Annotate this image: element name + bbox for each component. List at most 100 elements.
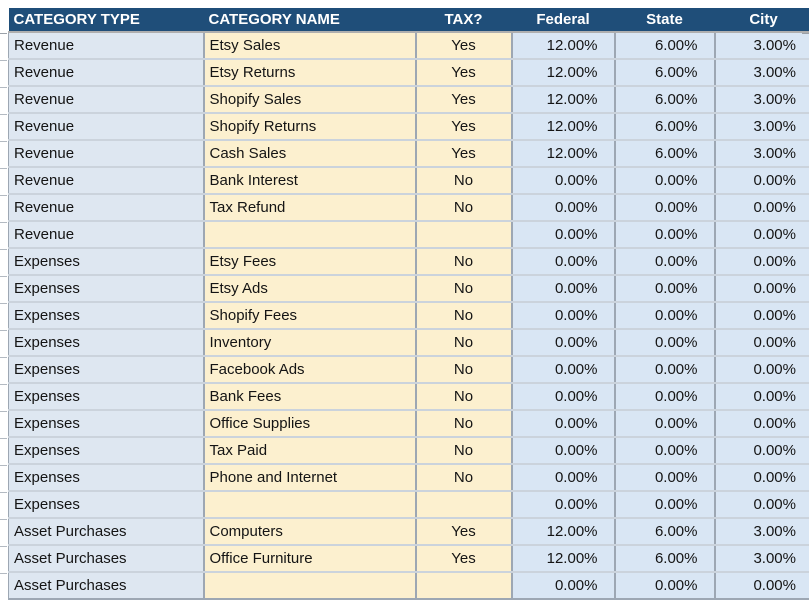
cell-name[interactable] bbox=[203, 221, 417, 249]
cell-type[interactable]: Revenue bbox=[8, 167, 205, 195]
cell-state[interactable]: 0.00% bbox=[614, 383, 716, 411]
cell-tax[interactable]: No bbox=[415, 329, 513, 357]
cell-type[interactable]: Expenses bbox=[8, 491, 205, 519]
cell-state[interactable]: 0.00% bbox=[614, 410, 716, 438]
cell-federal[interactable]: 0.00% bbox=[511, 572, 616, 600]
cell-tax[interactable]: No bbox=[415, 410, 513, 438]
cell-city[interactable]: 0.00% bbox=[714, 491, 809, 519]
cell-federal[interactable]: 12.00% bbox=[511, 113, 616, 141]
cell-type[interactable]: Revenue bbox=[8, 140, 205, 168]
cell-name[interactable]: Office Supplies bbox=[203, 410, 417, 438]
cell-city[interactable]: 0.00% bbox=[714, 221, 809, 249]
cell-city[interactable]: 3.00% bbox=[714, 545, 809, 573]
cell-type[interactable]: Asset Purchases bbox=[8, 545, 205, 573]
cell-type[interactable]: Expenses bbox=[8, 302, 205, 330]
cell-state[interactable]: 6.00% bbox=[614, 113, 716, 141]
cell-federal[interactable]: 12.00% bbox=[511, 59, 616, 87]
cell-federal[interactable]: 0.00% bbox=[511, 437, 616, 465]
cell-name[interactable] bbox=[203, 572, 417, 600]
column-header-federal[interactable]: Federal bbox=[511, 8, 615, 33]
cell-type[interactable]: Revenue bbox=[8, 194, 205, 222]
cell-type[interactable]: Asset Purchases bbox=[8, 572, 205, 600]
cell-state[interactable]: 0.00% bbox=[614, 302, 716, 330]
column-header-state[interactable]: State bbox=[614, 8, 715, 33]
cell-tax[interactable] bbox=[415, 572, 513, 600]
cell-city[interactable]: 0.00% bbox=[714, 329, 809, 357]
cell-federal[interactable]: 12.00% bbox=[511, 140, 616, 168]
cell-type[interactable]: Revenue bbox=[8, 221, 205, 249]
cell-type[interactable]: Revenue bbox=[8, 113, 205, 141]
cell-city[interactable]: 0.00% bbox=[714, 275, 809, 303]
cell-federal[interactable]: 0.00% bbox=[511, 221, 616, 249]
cell-tax[interactable]: Yes bbox=[415, 518, 513, 546]
cell-state[interactable]: 6.00% bbox=[614, 140, 716, 168]
cell-tax[interactable]: No bbox=[415, 437, 513, 465]
cell-federal[interactable]: 0.00% bbox=[511, 383, 616, 411]
cell-type[interactable]: Expenses bbox=[8, 410, 205, 438]
cell-state[interactable]: 6.00% bbox=[614, 545, 716, 573]
cell-tax[interactable]: Yes bbox=[415, 59, 513, 87]
cell-type[interactable]: Asset Purchases bbox=[8, 518, 205, 546]
cell-type[interactable]: Expenses bbox=[8, 329, 205, 357]
cell-city[interactable]: 3.00% bbox=[714, 140, 809, 168]
cell-tax[interactable]: Yes bbox=[415, 32, 513, 60]
cell-state[interactable]: 0.00% bbox=[614, 464, 716, 492]
cell-name[interactable]: Etsy Returns bbox=[203, 59, 417, 87]
cell-city[interactable]: 3.00% bbox=[714, 32, 809, 60]
cell-state[interactable]: 0.00% bbox=[614, 194, 716, 222]
cell-tax[interactable]: No bbox=[415, 248, 513, 276]
cell-type[interactable]: Expenses bbox=[8, 383, 205, 411]
cell-city[interactable]: 0.00% bbox=[714, 248, 809, 276]
cell-city[interactable]: 3.00% bbox=[714, 113, 809, 141]
cell-state[interactable]: 0.00% bbox=[614, 437, 716, 465]
cell-tax[interactable]: No bbox=[415, 383, 513, 411]
cell-federal[interactable]: 12.00% bbox=[511, 518, 616, 546]
cell-federal[interactable]: 0.00% bbox=[511, 248, 616, 276]
cell-name[interactable]: Etsy Fees bbox=[203, 248, 417, 276]
cell-name[interactable]: Cash Sales bbox=[203, 140, 417, 168]
cell-city[interactable]: 0.00% bbox=[714, 410, 809, 438]
cell-federal[interactable]: 0.00% bbox=[511, 275, 616, 303]
cell-tax[interactable]: No bbox=[415, 302, 513, 330]
column-header-name[interactable]: CATEGORY NAME bbox=[203, 8, 416, 33]
cell-tax[interactable]: Yes bbox=[415, 545, 513, 573]
cell-state[interactable]: 0.00% bbox=[614, 491, 716, 519]
cell-name[interactable]: Etsy Ads bbox=[203, 275, 417, 303]
cell-tax[interactable]: Yes bbox=[415, 113, 513, 141]
cell-state[interactable]: 0.00% bbox=[614, 167, 716, 195]
cell-type[interactable]: Expenses bbox=[8, 275, 205, 303]
cell-name[interactable]: Tax Paid bbox=[203, 437, 417, 465]
cell-city[interactable]: 0.00% bbox=[714, 572, 809, 600]
column-header-type[interactable]: CATEGORY TYPE bbox=[8, 8, 204, 33]
cell-name[interactable]: Bank Fees bbox=[203, 383, 417, 411]
cell-city[interactable]: 0.00% bbox=[714, 356, 809, 384]
cell-state[interactable]: 6.00% bbox=[614, 59, 716, 87]
cell-city[interactable]: 0.00% bbox=[714, 383, 809, 411]
column-header-tax[interactable]: TAX? bbox=[415, 8, 512, 33]
cell-name[interactable]: Office Furniture bbox=[203, 545, 417, 573]
cell-city[interactable]: 3.00% bbox=[714, 86, 809, 114]
cell-state[interactable]: 6.00% bbox=[614, 86, 716, 114]
cell-state[interactable]: 6.00% bbox=[614, 518, 716, 546]
cell-city[interactable]: 0.00% bbox=[714, 464, 809, 492]
cell-city[interactable]: 0.00% bbox=[714, 194, 809, 222]
column-header-city[interactable]: City bbox=[714, 8, 809, 33]
cell-city[interactable]: 3.00% bbox=[714, 518, 809, 546]
cell-tax[interactable]: No bbox=[415, 275, 513, 303]
cell-state[interactable]: 0.00% bbox=[614, 221, 716, 249]
cell-tax[interactable]: No bbox=[415, 356, 513, 384]
cell-name[interactable]: Shopify Returns bbox=[203, 113, 417, 141]
cell-tax[interactable] bbox=[415, 221, 513, 249]
cell-tax[interactable]: Yes bbox=[415, 140, 513, 168]
cell-state[interactable]: 0.00% bbox=[614, 356, 716, 384]
cell-type[interactable]: Revenue bbox=[8, 59, 205, 87]
cell-type[interactable]: Expenses bbox=[8, 356, 205, 384]
cell-name[interactable]: Bank Interest bbox=[203, 167, 417, 195]
cell-tax[interactable]: No bbox=[415, 194, 513, 222]
cell-city[interactable]: 0.00% bbox=[714, 302, 809, 330]
cell-type[interactable]: Expenses bbox=[8, 248, 205, 276]
cell-tax[interactable]: No bbox=[415, 464, 513, 492]
cell-federal[interactable]: 0.00% bbox=[511, 356, 616, 384]
cell-type[interactable]: Revenue bbox=[8, 86, 205, 114]
cell-name[interactable]: Etsy Sales bbox=[203, 32, 417, 60]
